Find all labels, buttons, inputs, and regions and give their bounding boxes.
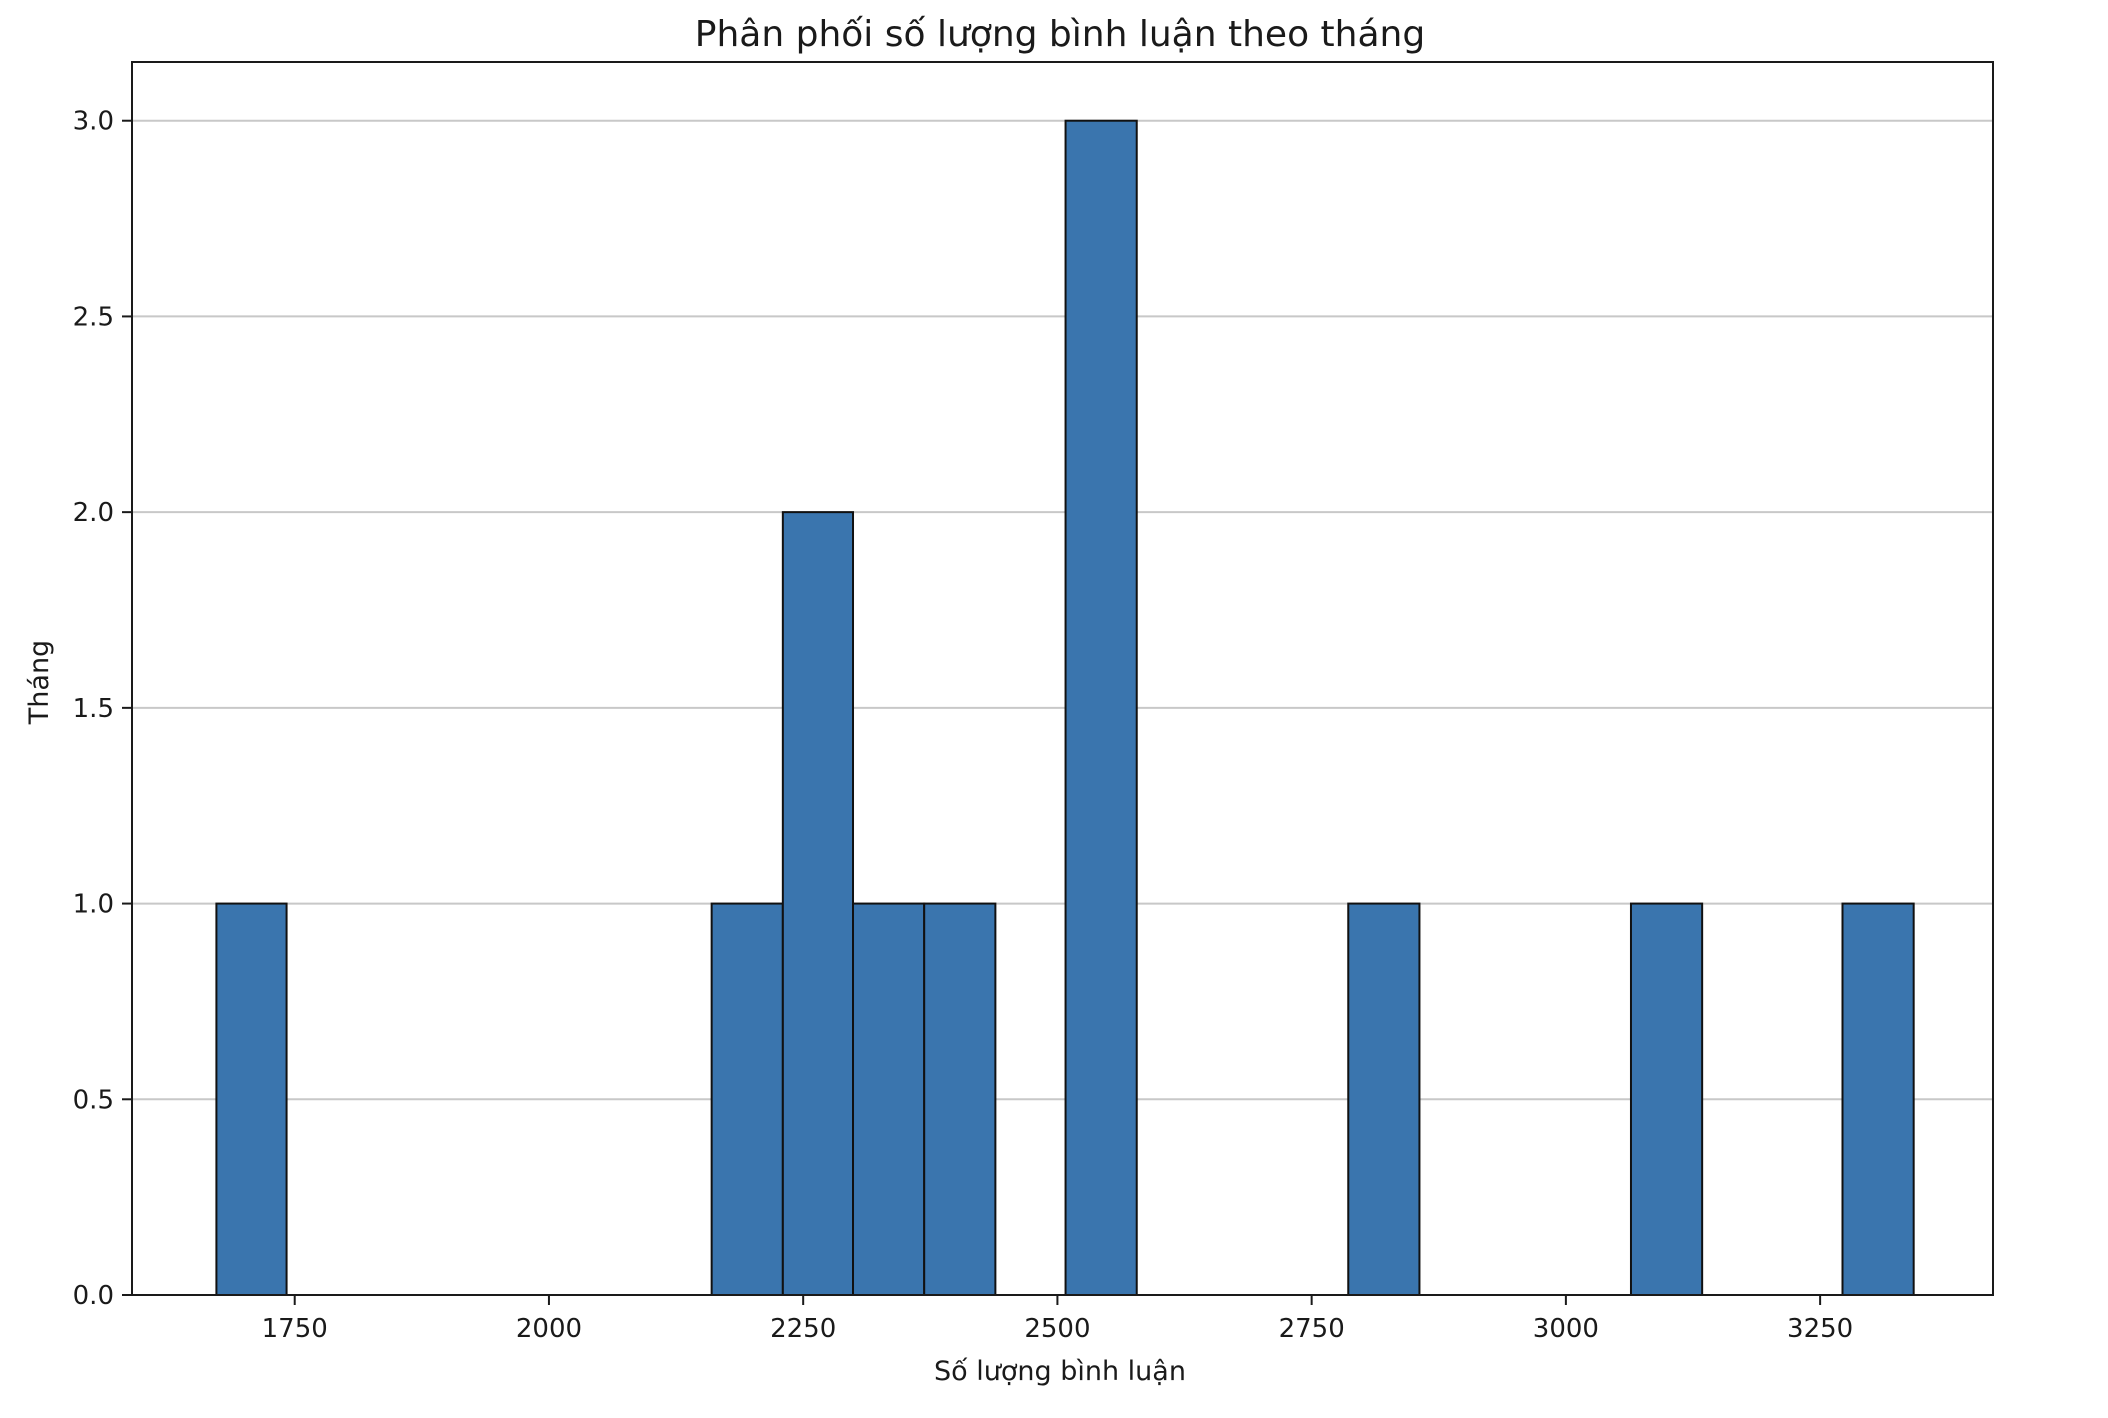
histogram-bar <box>1064 119 1138 1297</box>
plot-frame <box>131 61 1994 1296</box>
histogram-bar <box>852 902 926 1296</box>
x-tick-label: 3250 <box>1787 1314 1853 1344</box>
histogram-bar <box>215 902 288 1296</box>
y-tick-label: 2.5 <box>73 302 114 332</box>
y-tick-label: 1.5 <box>73 694 114 724</box>
x-tick-label: 2750 <box>1279 1314 1345 1344</box>
x-tick-label: 2250 <box>770 1314 836 1344</box>
y-axis-ticks: 0.0 0.5 1.0 1.5 2.0 2.5 3.0 <box>73 107 132 1311</box>
bars <box>215 119 1915 1297</box>
y-axis-label: Tháng <box>24 640 55 725</box>
y-tick-label: 0.5 <box>73 1085 114 1115</box>
x-axis-label: Số lượng bình luận <box>934 1356 1186 1387</box>
histogram-bar <box>923 902 997 1296</box>
grid-lines <box>132 119 1993 1101</box>
x-tick-label: 2000 <box>516 1314 582 1344</box>
histogram-bar <box>1629 902 1704 1296</box>
y-tick-label: 0.0 <box>73 1281 114 1311</box>
x-axis-ticks: 1750 2000 2250 2500 2750 3000 3250 <box>262 1295 1853 1344</box>
x-tick-label: 1750 <box>262 1314 328 1344</box>
histogram-bar <box>1841 902 1915 1296</box>
y-tick-label: 3.0 <box>73 107 114 137</box>
x-tick-label: 3000 <box>1533 1314 1599 1344</box>
y-tick-label: 1.0 <box>73 890 114 920</box>
y-tick-label: 2.0 <box>73 498 114 528</box>
x-tick-label: 2500 <box>1024 1314 1090 1344</box>
histogram-bar <box>710 902 784 1296</box>
histogram-bar <box>1347 902 1421 1296</box>
chart-title: Phân phối số lượng bình luận theo tháng <box>695 14 1425 55</box>
histogram-bar <box>781 511 855 1296</box>
